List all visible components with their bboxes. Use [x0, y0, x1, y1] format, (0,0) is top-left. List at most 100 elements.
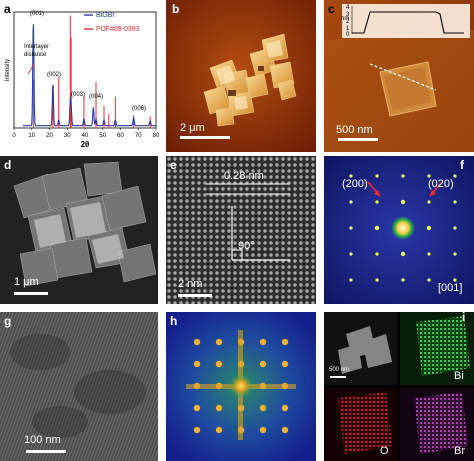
y-axis-label: Intensity [5, 59, 11, 81]
x-tick-label-0: 0 [12, 133, 16, 139]
diffraction-spot [349, 252, 353, 256]
xrd-chart: 0 10 20 30 40 50 60 70 80 2θ Intensity BiOBr PDF#09-… [5, 11, 160, 149]
scale-bar-g [26, 450, 66, 453]
scale-text-i: 500 nm [329, 367, 350, 373]
inset-y-axis-label: nm [341, 16, 350, 22]
fft-spot [259, 360, 267, 368]
diffraction-spot [453, 174, 457, 178]
interlayer-annotation-1: distance [24, 52, 47, 58]
peak-annotation-3: (004) [89, 94, 103, 100]
xrd-profile-biobr [22, 24, 156, 127]
panel-a-xrd: a 0 10 20 30 40 50 60 70 80 2θ Intensity BiOBr PDF#0… [0, 0, 162, 152]
lattice-angle: 90° [238, 240, 255, 252]
fft-spot [193, 338, 201, 346]
diffraction-spot [374, 225, 380, 231]
fft-spot [259, 338, 267, 346]
afm-image-b [166, 0, 316, 152]
fft-spot [215, 404, 223, 412]
x-tick-label-1: 10 [28, 133, 35, 139]
diffraction-spot [375, 174, 379, 178]
inset-y-tick-4: 4 [346, 5, 350, 11]
peak-annotation-2: (003) [71, 92, 85, 98]
diffraction-spot [453, 200, 457, 204]
panel-e-hrtem: e 0.28 nm 90° 2 nm [166, 156, 316, 304]
fft-spot [193, 426, 201, 434]
inset-y-tick-0: 0 [346, 32, 350, 38]
scale-text-e: 2 nm [178, 278, 203, 290]
panel-b-afm: b 2 μm [166, 0, 316, 152]
scale-text-g: 100 nm [24, 434, 61, 446]
diffraction-spot [453, 278, 457, 282]
panel-label-e: e [170, 158, 177, 172]
fft-spot [259, 426, 267, 434]
fft-spot [281, 404, 289, 412]
scale-text-b: 2 μm [180, 122, 205, 134]
spot-label-200: (200) [342, 178, 368, 190]
diffraction-spot [453, 226, 457, 230]
diffraction-spot [375, 278, 379, 282]
diffraction-spot [400, 199, 406, 205]
fft-spot [193, 404, 201, 412]
zone-axis-label: [001] [438, 282, 463, 294]
fft-spot [281, 338, 289, 346]
diffraction-spot [401, 278, 405, 282]
peak-annotation-0: (001) [30, 11, 44, 17]
lattice-spacing: 0.28 nm [224, 170, 264, 182]
fft-spot [215, 360, 223, 368]
legend-entry-1: PDF#09-0393 [96, 26, 140, 33]
map-label-bi: Bi [454, 370, 464, 382]
inset-y-tick-1: 1 [346, 26, 350, 32]
fft-spot [215, 338, 223, 346]
panel-label-h: h [170, 314, 178, 328]
diffraction-spot [400, 251, 406, 257]
interlayer-arrow [27, 63, 35, 75]
fft-pattern [166, 312, 316, 461]
scale-bar-e [178, 294, 212, 297]
fft-spot [281, 426, 289, 434]
panel-label-c: c [328, 2, 335, 16]
hrtem-image-e [166, 156, 316, 304]
panel-label-f: f [460, 158, 464, 172]
diffraction-spot [427, 200, 431, 204]
x-axis-label: 2θ [81, 140, 90, 149]
peak-annotation-1: (002) [47, 72, 61, 78]
spot-label-020: (020) [428, 178, 454, 190]
diffraction-spot [427, 252, 431, 256]
panel-label-g: g [4, 314, 12, 328]
scale-bar-b [180, 136, 230, 139]
diffraction-spot [349, 226, 353, 230]
map-label-o: O [380, 445, 389, 457]
interlayer-annotation-0: Interlayer [24, 44, 49, 50]
diffraction-spot [427, 278, 431, 282]
diffraction-spot [453, 252, 457, 256]
inset-y-tick-3: 3 [346, 12, 350, 18]
saed-pattern [324, 156, 474, 304]
diffraction-spot [349, 200, 353, 204]
diffraction-spot [349, 278, 353, 282]
panel-i-eds: i 500 nm Bi O Br [324, 312, 474, 461]
diffraction-spot [427, 174, 431, 178]
scale-bar-i [330, 376, 346, 378]
scale-bar-c [338, 138, 378, 141]
peak-annotation-4: (006) [132, 106, 146, 112]
fft-spot [259, 404, 267, 412]
scale-bar-d [14, 292, 48, 295]
sem-image-d [0, 156, 158, 304]
afm-image-c [324, 0, 474, 152]
panel-h-fft: h [166, 312, 316, 461]
diffraction-spot [349, 174, 353, 178]
fft-spot [281, 360, 289, 368]
panel-g-tem: g 100 nm [0, 312, 158, 461]
x-tick-label-8: 80 [153, 133, 160, 139]
diffraction-spot [401, 174, 405, 178]
x-tick-label-6: 60 [117, 133, 124, 139]
scale-text-d: 1 μm [14, 276, 39, 288]
eds-maps [324, 312, 474, 461]
panel-d-sem: d 1 μm [0, 156, 158, 304]
tem-image-g [0, 312, 158, 461]
x-tick-label-2: 20 [46, 133, 53, 139]
legend-entry-0: BiOBr [96, 12, 115, 19]
diffraction-spot [426, 225, 432, 231]
fft-spot [193, 360, 201, 368]
x-tick-label-5: 50 [99, 133, 106, 139]
